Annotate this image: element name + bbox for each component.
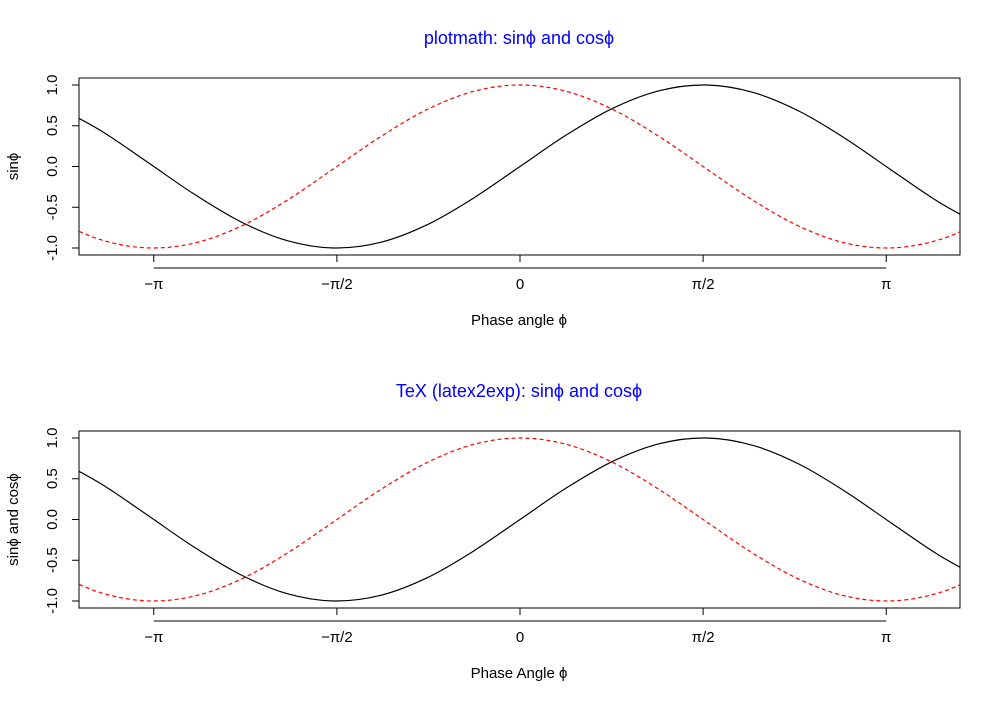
y-tick-label: -0.5 [44, 547, 61, 573]
y-tick-label: 0.0 [44, 156, 61, 177]
x-axis-label: Phase Angle ϕ [471, 665, 568, 682]
chart-panel-2: TeX (latex2exp): sinϕ and cosϕ −π −π/2 0 π/2… [5, 381, 961, 682]
x-tick-label: π [881, 276, 891, 293]
y-tick-label: 0.5 [44, 115, 61, 136]
y-tick-label: -1.0 [44, 588, 61, 614]
x-tick-label: −π/2 [321, 276, 353, 293]
x-tick-label: π/2 [692, 276, 715, 293]
series-line-dashed [79, 437, 960, 602]
x-tick-label: π/2 [692, 629, 715, 646]
x-tick-label: 0 [516, 276, 524, 293]
y-tick-label: 0.5 [44, 468, 61, 489]
y-tick-label: 0.0 [44, 509, 61, 530]
y-axis-label: sinϕ [5, 153, 22, 181]
series-line-dashed [79, 84, 960, 249]
y-tick-label: 1.0 [44, 428, 61, 449]
x-tick-label: −π [144, 276, 163, 293]
x-tick-label: −π/2 [321, 629, 353, 646]
series-line-solid [79, 437, 960, 602]
x-tick-label: 0 [516, 629, 524, 646]
chart-title: plotmath: sinϕ and cosϕ [424, 28, 614, 48]
x-axis-label: Phase angle ϕ [471, 312, 567, 329]
y-tick-label: -0.5 [44, 194, 61, 220]
y-tick-label: 1.0 [44, 75, 61, 96]
chart-title: TeX (latex2exp): sinϕ and cosϕ [396, 381, 642, 401]
y-axis-label: sinϕ and cosϕ [5, 473, 22, 566]
y-tick-label: -1.0 [44, 235, 61, 261]
x-tick-label: −π [144, 629, 163, 646]
series-line-solid [79, 84, 960, 249]
x-tick-label: π [881, 629, 891, 646]
chart-panel-1: plotmath: sinϕ and cosϕ −π −π/2 0 π/2 π -1.0 -0… [5, 28, 961, 329]
